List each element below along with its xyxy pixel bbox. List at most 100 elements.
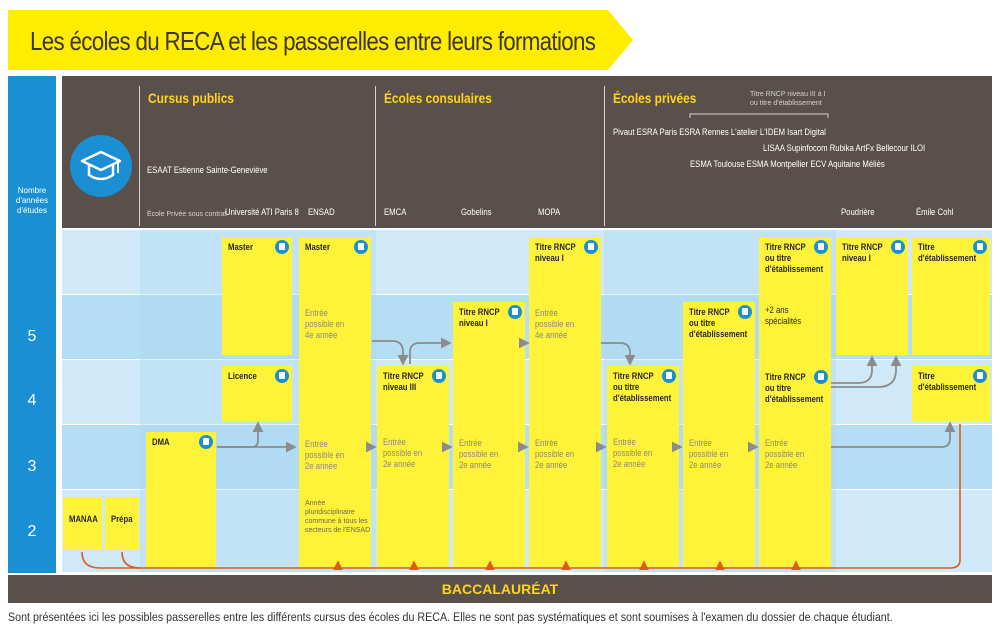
box-label: Titre RNCP ou titre d'établissement xyxy=(765,242,824,274)
box-entry-note: Entrée possible en 2e année xyxy=(383,437,423,469)
box-label: Titre RNCP niveau I xyxy=(459,307,500,328)
box-label: Master xyxy=(228,242,253,252)
year-label-3: 3 xyxy=(27,458,37,475)
box-dma: DMA xyxy=(146,432,216,567)
box-specialty-note: +2 ans spécialités xyxy=(765,305,802,326)
divider-consular xyxy=(375,86,376,226)
graduation-cap-icon xyxy=(70,135,132,197)
document-icon xyxy=(508,305,522,319)
band-year-3 xyxy=(62,360,992,424)
box-entry-note: Entrée possible en 4e année xyxy=(535,308,575,340)
box-mopa: Titre RNCP niveau I Entrée possible en 4… xyxy=(529,237,601,567)
box-poudriere: Titre RNCP niveau I xyxy=(836,237,908,355)
box-prepa: Prépa xyxy=(105,497,139,550)
col-universite-ati: Université ATI Paris 8 xyxy=(225,207,299,217)
schools-header xyxy=(62,76,992,228)
document-icon xyxy=(354,240,368,254)
document-icon xyxy=(199,435,213,449)
arrow-orange-p2 xyxy=(715,560,725,571)
box-label: Prépa xyxy=(111,514,133,524)
box-entry-note: Entrée possible en 2e année xyxy=(689,438,729,470)
box-entry-note: Entrée possible en 2e année xyxy=(305,439,345,471)
document-icon xyxy=(275,240,289,254)
public-schools-note: École Privée sous contrat xyxy=(147,211,227,218)
document-icon xyxy=(973,369,987,383)
group-title-public: Cursus publics xyxy=(148,90,234,106)
document-icon xyxy=(973,240,987,254)
private-list-3: LISAA Supinfocom Rubika ArtFx Bellecour … xyxy=(763,143,926,153)
private-note: Titre RNCP niveau III à I ou titre d'éta… xyxy=(750,91,826,107)
year-axis-label: Nombre d'années d'études xyxy=(15,186,49,215)
box-label: MANAA xyxy=(69,514,98,524)
document-icon xyxy=(814,370,828,384)
arrow-dma-licence xyxy=(217,421,264,448)
box-private-group-2: Titre RNCP ou titre d'établissement Entr… xyxy=(683,302,755,567)
arrow-orange-ensad xyxy=(333,560,343,571)
arrow-p3-poudriere xyxy=(831,355,878,384)
private-list-2: ESMA Toulouse ESMA Montpellier ECV Aquit… xyxy=(690,159,885,169)
arrow-orange-p3 xyxy=(791,560,801,571)
box-licence: Licence xyxy=(222,366,292,421)
box-entry-note: Entrée possible en 2e année xyxy=(765,438,805,470)
private-list-1: Pivaut ESRA Paris ESRA Rennes L'atelier … xyxy=(613,127,826,137)
arrow-mopa-p1-3 xyxy=(601,342,636,366)
year-label-4: 4 xyxy=(27,392,37,409)
box-label: DMA xyxy=(152,437,170,447)
box-master-ati: Master xyxy=(222,237,292,355)
col-gobelins: Gobelins xyxy=(461,207,492,217)
band-year-2 xyxy=(62,425,992,489)
col-ensad: ENSAD xyxy=(308,207,335,217)
arrow-ensad-emca-3 xyxy=(372,340,409,366)
box-entry-note: Entrée possible en 2e année xyxy=(613,437,653,469)
arrow-orange-mopa xyxy=(561,560,571,571)
page-title: Les écoles du RECA et les passerelles en… xyxy=(30,26,596,56)
box-label: Titre RNCP niveau III xyxy=(383,371,424,392)
box-manaa: MANAA xyxy=(63,497,102,550)
footer-note: Sont présentées ici les possibles passer… xyxy=(8,612,893,624)
group-title-consular: Écoles consulaires xyxy=(384,90,492,106)
baccalaureat-label: BACCALAURÉAT xyxy=(441,581,559,597)
document-icon xyxy=(738,305,752,319)
box-ensad: Master Entrée possible en 4e année Entré… xyxy=(299,237,371,567)
arrow-orange-prepa xyxy=(121,551,141,569)
arrow-orange-emca xyxy=(409,560,419,571)
box-emca: Titre RNCP niveau III Entrée possible en… xyxy=(377,366,449,567)
arrow-orange-manaa xyxy=(81,424,961,569)
baccalaureat-bar: BACCALAURÉAT xyxy=(8,575,992,603)
public-schools-list: ESAAT Estienne Sainte-Geneviève xyxy=(147,165,268,175)
title-banner: Les écoles du RECA et les passerelles en… xyxy=(8,10,633,70)
box-cohl-3: Titre d'établissement xyxy=(912,366,990,421)
box-private-group-1: Titre RNCP ou titre d'établissement Entr… xyxy=(607,366,679,567)
col-emile-cohl: Émile Cohl xyxy=(916,207,954,217)
box-label: Titre RNCP niveau I xyxy=(842,242,883,263)
col-poudriere: Poudrière xyxy=(841,207,875,217)
box-private-group-3: Titre RNCP ou titre d'établissement +2 a… xyxy=(759,237,831,567)
divider-public xyxy=(139,86,140,226)
arrow-orange-p1 xyxy=(639,560,649,571)
document-icon xyxy=(275,369,289,383)
box-entry-note: Année pluridisciplinaire commune à tous … xyxy=(305,500,371,534)
box-entry-note: Entrée possible en 4e année xyxy=(305,308,345,340)
box-label: Titre RNCP ou titre d'établissement xyxy=(689,307,748,339)
band-year-1 xyxy=(62,490,992,572)
year-label-5: 5 xyxy=(27,328,37,345)
box-label: Licence xyxy=(228,371,257,381)
document-icon xyxy=(662,369,676,383)
group-title-private: Écoles privées xyxy=(613,90,697,106)
arrow-p3-cohl xyxy=(831,421,956,448)
arrow-orange-gob xyxy=(485,560,495,571)
document-icon xyxy=(814,240,828,254)
divider-private xyxy=(604,86,605,226)
box-gobelins: Titre RNCP niveau I Entrée possible en 2… xyxy=(453,302,525,567)
box-label: Titre d'établissement xyxy=(918,242,977,263)
arrow-emca-gob-4 xyxy=(409,337,452,364)
box-entry-note: Entrée possible en 2e année xyxy=(459,438,499,470)
box-label: Titre RNCP ou titre d'établissement xyxy=(613,371,672,403)
document-icon xyxy=(891,240,905,254)
document-icon xyxy=(584,240,598,254)
box-entry-note: Entrée possible en 2e année xyxy=(535,438,575,470)
box-label: Master xyxy=(305,242,330,252)
col-mopa: MOPA xyxy=(538,207,561,217)
col-emca: EMCA xyxy=(384,207,407,217)
